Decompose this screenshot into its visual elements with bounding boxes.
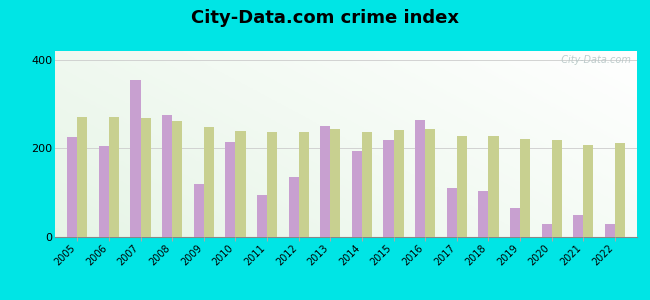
- Bar: [320, 126, 330, 237]
- Bar: [109, 117, 119, 237]
- Bar: [257, 195, 267, 237]
- Text: City-Data.com: City-Data.com: [555, 55, 631, 65]
- Bar: [510, 208, 520, 237]
- Bar: [172, 121, 183, 237]
- Bar: [393, 130, 404, 237]
- Bar: [67, 137, 77, 237]
- Bar: [162, 115, 172, 237]
- Bar: [77, 117, 88, 237]
- Bar: [289, 177, 299, 237]
- Bar: [384, 140, 393, 237]
- Bar: [520, 139, 530, 237]
- Bar: [488, 136, 499, 237]
- Bar: [573, 215, 583, 237]
- Bar: [415, 120, 425, 237]
- Bar: [425, 129, 436, 237]
- Bar: [478, 190, 488, 237]
- Bar: [352, 151, 362, 237]
- Bar: [99, 146, 109, 237]
- Bar: [615, 143, 625, 237]
- Bar: [204, 127, 214, 237]
- Bar: [583, 145, 593, 237]
- Bar: [267, 132, 277, 237]
- Bar: [604, 224, 615, 237]
- Bar: [140, 118, 151, 237]
- Bar: [552, 140, 562, 237]
- Bar: [330, 129, 341, 237]
- Bar: [299, 132, 309, 237]
- Bar: [131, 80, 140, 237]
- Bar: [362, 132, 372, 237]
- Bar: [447, 188, 457, 237]
- Bar: [194, 184, 204, 237]
- Text: City-Data.com crime index: City-Data.com crime index: [191, 9, 459, 27]
- Bar: [541, 224, 552, 237]
- Bar: [235, 131, 246, 237]
- Bar: [226, 142, 235, 237]
- Bar: [457, 136, 467, 237]
